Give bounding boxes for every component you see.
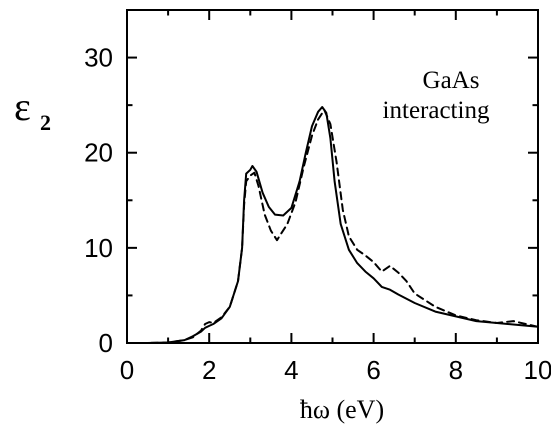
x-tick-label: 10 <box>524 355 551 385</box>
x-axis-label: ħω (eV) <box>300 395 384 424</box>
x-tick-label: 6 <box>366 355 380 385</box>
y-tick-label: 20 <box>84 138 113 168</box>
y-tick-label: 30 <box>84 43 113 73</box>
y-tick-label: 0 <box>99 328 113 358</box>
x-tick-label: 4 <box>284 355 298 385</box>
series-group <box>126 106 539 344</box>
axis-ticks <box>126 9 539 344</box>
annotation-line-2: interacting <box>383 97 490 124</box>
annotation-line-1: GaAs <box>423 67 480 94</box>
y-axis-label-subscript: 2 <box>40 110 51 135</box>
y-tick-label: 10 <box>84 233 113 263</box>
x-tick-label: 8 <box>449 355 463 385</box>
solid-series-line <box>126 106 539 344</box>
y-axis-label-symbol: ε <box>14 84 31 129</box>
plot-frame <box>126 9 539 344</box>
dashed-series-line <box>126 108 539 344</box>
tick-labels: 0 2 4 6 8 10 0 10 20 30 <box>84 43 551 385</box>
x-tick-label: 0 <box>120 355 134 385</box>
x-tick-label: 2 <box>202 355 216 385</box>
